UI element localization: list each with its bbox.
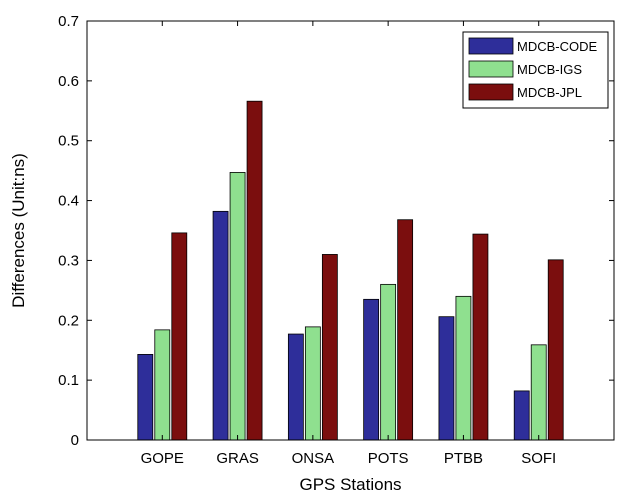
bar-mdcb-jpl-pots (397, 219, 414, 441)
legend-swatch-mdcb-igs (468, 60, 514, 78)
bar-mdcb-code-pots (363, 298, 380, 441)
legend-label: MDCB-JPL (517, 85, 582, 100)
x-tick-label: ONSA (292, 450, 335, 467)
bar-mdcb-igs-gope (154, 329, 171, 441)
y-axis-title: Differences (Unit:ns) (9, 153, 28, 308)
bar-mdcb-jpl-gope (171, 232, 188, 441)
x-tick-label: GRAS (216, 450, 259, 467)
bars-layer (137, 100, 564, 441)
x-tick-label: SOFI (521, 450, 556, 467)
bar-mdcb-jpl-ptbb (472, 233, 489, 441)
plot-frame (86, 20, 615, 441)
bar-mdcb-igs-pots (380, 283, 397, 441)
bar-mdcb-code-onsa (287, 333, 304, 441)
y-tick-label: 0 (71, 432, 79, 449)
y-tick-label: 0.7 (58, 13, 79, 30)
legend-label: MDCB-CODE (517, 39, 597, 54)
y-tick-label: 0.3 (58, 252, 79, 269)
bar-mdcb-jpl-onsa (321, 254, 338, 441)
y-axis: 0 0.1 0.2 0.3 0.4 0.5 0.6 0.7 (58, 13, 614, 449)
y-tick-label: 0.2 (58, 312, 79, 329)
y-tick-label: 0.6 (58, 73, 79, 90)
bar-mdcb-jpl-gras (246, 100, 263, 441)
bar-mdcb-igs-gras (229, 172, 246, 441)
legend: MDCB-CODE MDCB-IGS MDCB-JPL (462, 31, 609, 109)
legend-swatch-mdcb-jpl (468, 83, 514, 101)
y-tick-label: 0.4 (58, 193, 79, 210)
x-axis: GOPE GRAS ONSA POTS PTBB SOFI (141, 21, 556, 467)
y-tick-label: 0.5 (58, 133, 79, 150)
y-tick-label: 0.1 (58, 372, 79, 389)
bar-mdcb-jpl-sofi (547, 259, 564, 441)
bar-mdcb-igs-ptbb (455, 295, 472, 441)
x-tick-label: PTBB (444, 450, 483, 467)
x-axis-title: GPS Stations (299, 475, 401, 494)
bar-mdcb-igs-sofi (530, 344, 547, 441)
bar-mdcb-code-sofi (513, 390, 530, 441)
legend-label: MDCB-IGS (517, 62, 582, 77)
bar-mdcb-igs-onsa (304, 326, 321, 441)
x-tick-label: GOPE (141, 450, 184, 467)
bar-mdcb-code-gras (212, 210, 229, 441)
legend-swatch-mdcb-code (468, 37, 514, 55)
bar-mdcb-code-ptbb (438, 316, 455, 441)
x-tick-label: POTS (368, 450, 409, 467)
bar-mdcb-code-gope (137, 354, 154, 441)
